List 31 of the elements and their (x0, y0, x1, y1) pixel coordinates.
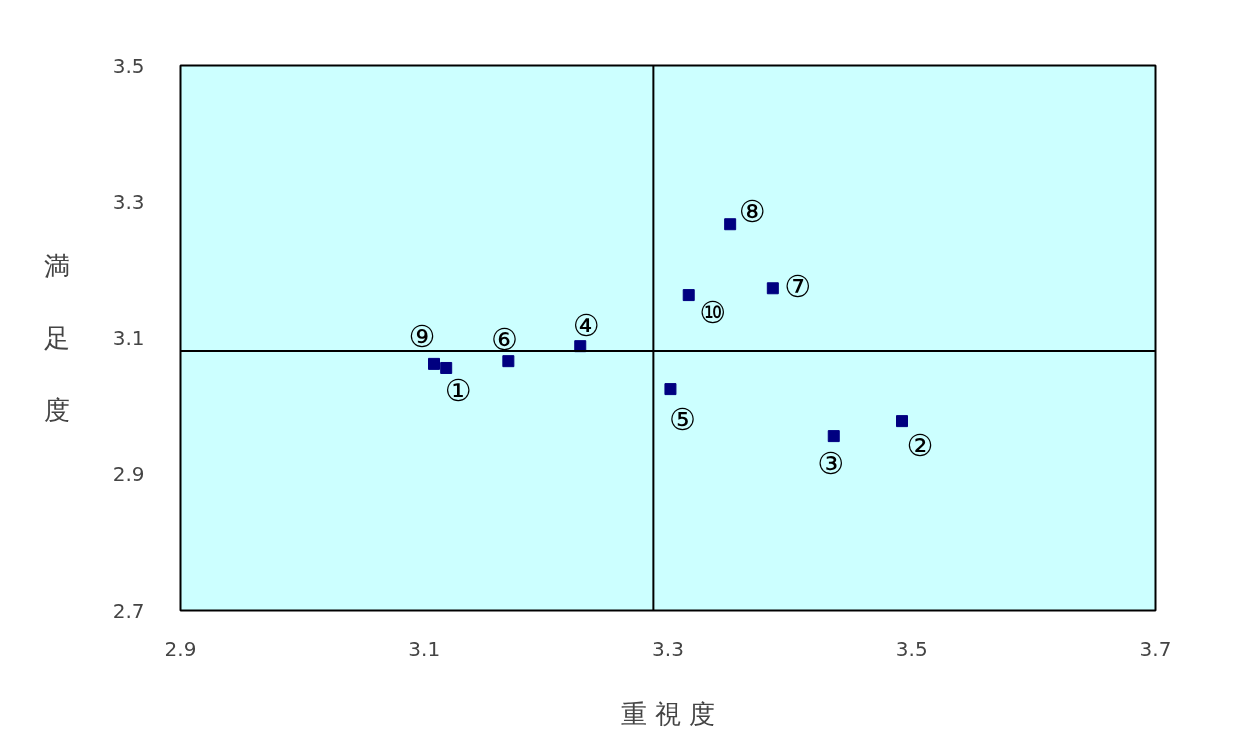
y-tick-label: 3.5 (112, 53, 145, 78)
point (827, 430, 840, 443)
point (428, 357, 440, 370)
annotation: ⑧ (738, 193, 766, 229)
x-tick-label: 2.9 (164, 636, 197, 661)
point (502, 355, 515, 368)
point (664, 383, 677, 396)
annotation: ⑤ (668, 401, 696, 437)
x-tick-label: 3.5 (895, 636, 928, 661)
annotation: ④ (572, 307, 600, 343)
annotation: ⑨ (408, 319, 436, 355)
y-tick-label: 3.3 (112, 189, 145, 214)
y-tick-label: 2.7 (112, 598, 145, 623)
annotation: ③ (817, 445, 845, 481)
point (896, 415, 908, 428)
y-tick-label: 2.9 (112, 462, 145, 487)
x-tick-label: 3.7 (1139, 636, 1172, 661)
text: 満足度 (43, 251, 70, 425)
x-axis-title: 重 視 度 (620, 698, 716, 729)
x-tick-label: 3.1 (408, 636, 441, 661)
annotation: ① (444, 373, 472, 409)
point (766, 282, 779, 295)
x-tick-label: 3.3 (652, 636, 684, 661)
annotation: ⑩ (699, 294, 727, 330)
annotation: ⑦ (784, 268, 812, 304)
y-tick-label: 3.1 (112, 326, 145, 350)
point (724, 218, 737, 231)
point (682, 289, 695, 302)
annotation: ⑥ (490, 321, 518, 357)
point (440, 361, 453, 374)
annotation: ② (906, 427, 934, 463)
